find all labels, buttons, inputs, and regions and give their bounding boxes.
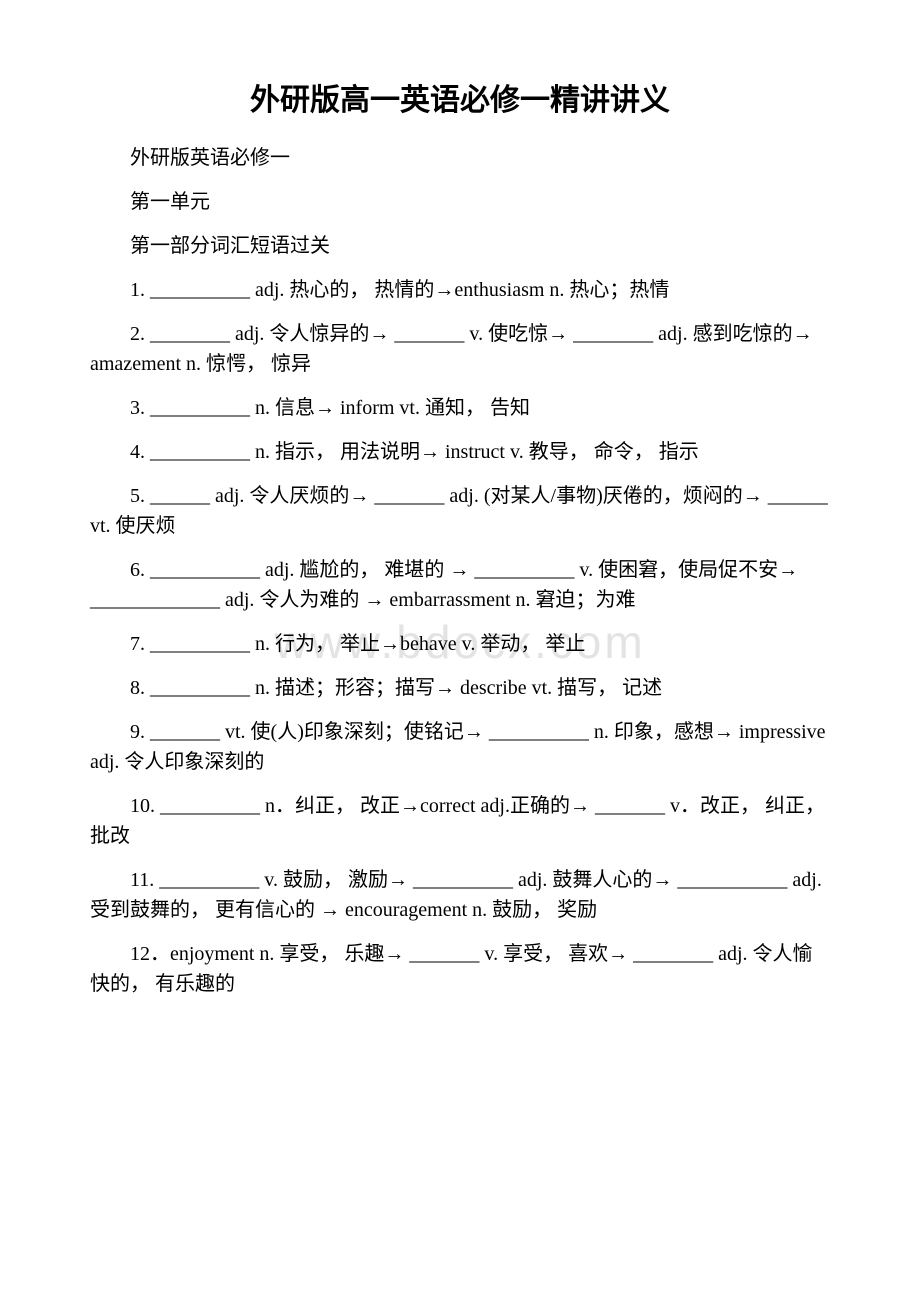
vocab-item: 10. __________ n．纠正， 改正→correct adj.正确的→… <box>90 791 830 851</box>
vocab-item: 4. __________ n. 指示， 用法说明→ instruct v. 教… <box>90 437 830 467</box>
vocab-item: 6. ___________ adj. 尴尬的， 难堪的 → _________… <box>90 555 830 615</box>
vocab-item: 1. __________ adj. 热心的， 热情的→enthusiasm n… <box>90 275 830 305</box>
vocab-item: 7. __________ n. 行为， 举止→behave v. 举动， 举止 <box>90 629 830 659</box>
vocab-item: 9. _______ vt. 使(人)印象深刻；使铭记→ __________ … <box>90 717 830 777</box>
intro-line: 第一部分词汇短语过关 <box>90 231 830 261</box>
intro-line: 第一单元 <box>90 187 830 217</box>
intro-line: 外研版英语必修一 <box>90 143 830 173</box>
vocab-item: 3. __________ n. 信息→ inform vt. 通知， 告知 <box>90 393 830 423</box>
document-content: 外研版高一英语必修一精讲讲义 外研版英语必修一 第一单元 第一部分词汇短语过关 … <box>90 75 830 999</box>
vocab-item: 5. ______ adj. 令人厌烦的→ _______ adj. (对某人/… <box>90 481 830 541</box>
vocab-item: 12．enjoyment n. 享受， 乐趣→ _______ v. 享受， 喜… <box>90 939 830 999</box>
document-title: 外研版高一英语必修一精讲讲义 <box>90 75 830 119</box>
vocab-item: 11. __________ v. 鼓励， 激励→ __________ adj… <box>90 865 830 925</box>
vocab-item: 8. __________ n. 描述；形容；描写→ describe vt. … <box>90 673 830 703</box>
vocab-item: 2. ________ adj. 令人惊异的→ _______ v. 使吃惊→ … <box>90 319 830 379</box>
